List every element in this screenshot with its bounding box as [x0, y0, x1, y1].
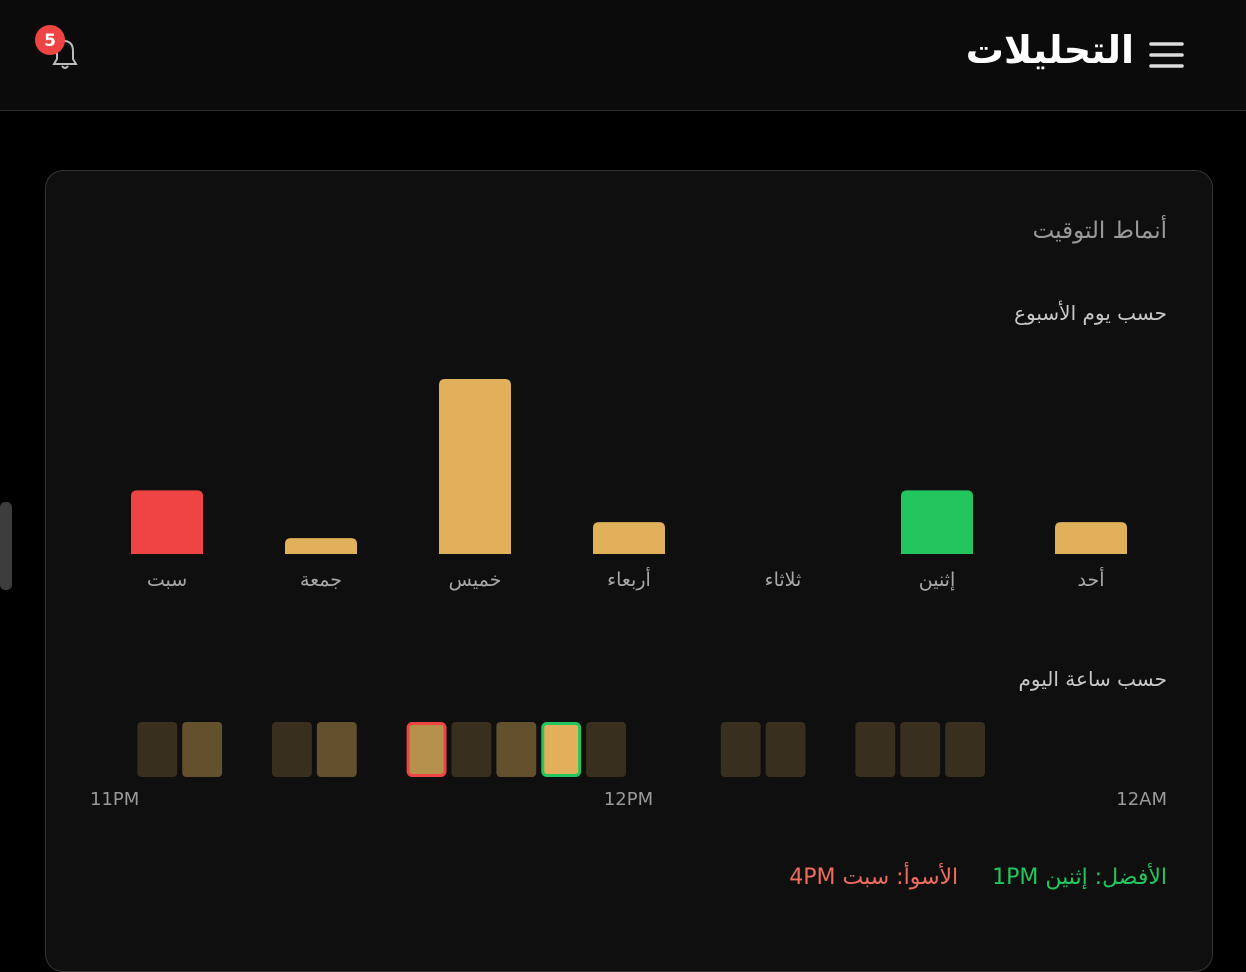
heatmap-bg-cell: [137, 722, 178, 777]
heatmap-bg-cell: [361, 722, 402, 777]
heatmap-cell: [855, 722, 896, 777]
heatmap-cell: [406, 722, 447, 777]
heatmap-cell: [137, 722, 178, 777]
page-title: التحليلات: [965, 28, 1134, 72]
heatmap-cell: [272, 722, 312, 777]
heatmap-bg-cell: [272, 722, 312, 777]
heatmap-bg-cell: [227, 722, 267, 777]
card: [45, 170, 1213, 972]
card-title: أنماط التوقيت: [1032, 218, 1167, 244]
bar: [1055, 522, 1127, 554]
heatmap-bg-cell: [586, 722, 626, 777]
heatmap-cell: [1125, 722, 1165, 777]
best-time: الأفضل: إثنين 1PM: [992, 865, 1167, 890]
heatmap-bg-cell: [855, 722, 896, 777]
summary: الأفضل: إثنين 1PM الأسوأ: سبت 4PM: [789, 865, 1167, 890]
bar: [901, 490, 973, 554]
scrollbar[interactable]: [0, 502, 12, 590]
heatmap-cell: [765, 722, 806, 777]
header: [0, 0, 1246, 111]
x-tick-label: سبت: [147, 569, 187, 591]
heatmap-cell: [676, 722, 716, 777]
heatmap-bg-cell: [1079, 722, 1120, 777]
heatmap-bg-cell: [316, 722, 357, 777]
chart-title: حسب ساعة اليوم: [1018, 667, 1167, 691]
x-tick-label: 12PM: [604, 789, 653, 810]
heatmap-bg-cell: [945, 722, 985, 777]
x-tick-label: ثلاثاء: [765, 569, 802, 591]
notification-count: 5: [44, 31, 56, 51]
x-tick-label: خميس: [449, 569, 502, 591]
x-tick-label: 11PM: [90, 789, 139, 810]
heatmap-bg-cell: [496, 722, 537, 777]
heatmap-bg-cell: [720, 722, 761, 777]
notification-bell[interactable]: 5: [35, 25, 78, 69]
heatmap-cell: [362, 722, 402, 777]
heatmap-cell: [1080, 722, 1120, 777]
heatmap-cell: [945, 722, 985, 777]
heatmap-cell: [451, 722, 492, 777]
x-tick-label: أربعاء: [607, 567, 651, 591]
heatmap-cell: [93, 722, 133, 777]
heatmap-bg-cell: [900, 722, 941, 777]
worst-time: الأسوأ: سبت 4PM: [789, 865, 959, 890]
heatmap-bg-cell: [765, 722, 806, 777]
x-tick-label: جمعة: [300, 569, 342, 591]
heatmap-bg-cell: [92, 722, 133, 777]
heatmap-bg-cell: [1034, 722, 1075, 777]
x-tick-label: إثنين: [919, 569, 956, 592]
x-tick-label: 12AM: [1116, 789, 1167, 810]
menu-button[interactable]: [1149, 42, 1184, 68]
heatmap-cell: [541, 722, 582, 777]
heatmap-cell: [1035, 722, 1075, 777]
bar: [285, 538, 357, 554]
chart-title: حسب يوم الأسبوع: [1014, 301, 1167, 325]
heatmap-bg-cell: [631, 722, 671, 777]
heatmap-cell: [900, 722, 941, 777]
chart-canvas: 5 أحد إثنين ثلاثاء أربعاء خميس جمعة سبت 12AM 12P…: [0, 25, 1184, 810]
heatmap-bg-cell: [182, 722, 223, 777]
heatmap-bg-cell: [810, 722, 851, 777]
heatmap-bg-cell: [1124, 722, 1165, 777]
heatmap-cell: [586, 722, 626, 777]
heatmap-bg-cell: [990, 722, 1030, 777]
bar: [131, 490, 203, 554]
heatmap-bg-cell: [451, 722, 492, 777]
x-tick-label: أحد: [1078, 567, 1105, 591]
heatmap-cell: [316, 722, 357, 777]
bar: [439, 379, 511, 554]
heatmap-cell: [182, 722, 223, 777]
heatmap-cell: [811, 722, 851, 777]
heatmap-bg-cell: [675, 722, 716, 777]
heatmap-cell: [631, 722, 671, 777]
heatmap-cell: [990, 722, 1030, 777]
bar: [593, 522, 665, 554]
heatmap-cell: [496, 722, 537, 777]
notification-badge: [35, 25, 65, 55]
heatmap-cell: [227, 722, 267, 777]
heatmap-cell: [720, 722, 761, 777]
